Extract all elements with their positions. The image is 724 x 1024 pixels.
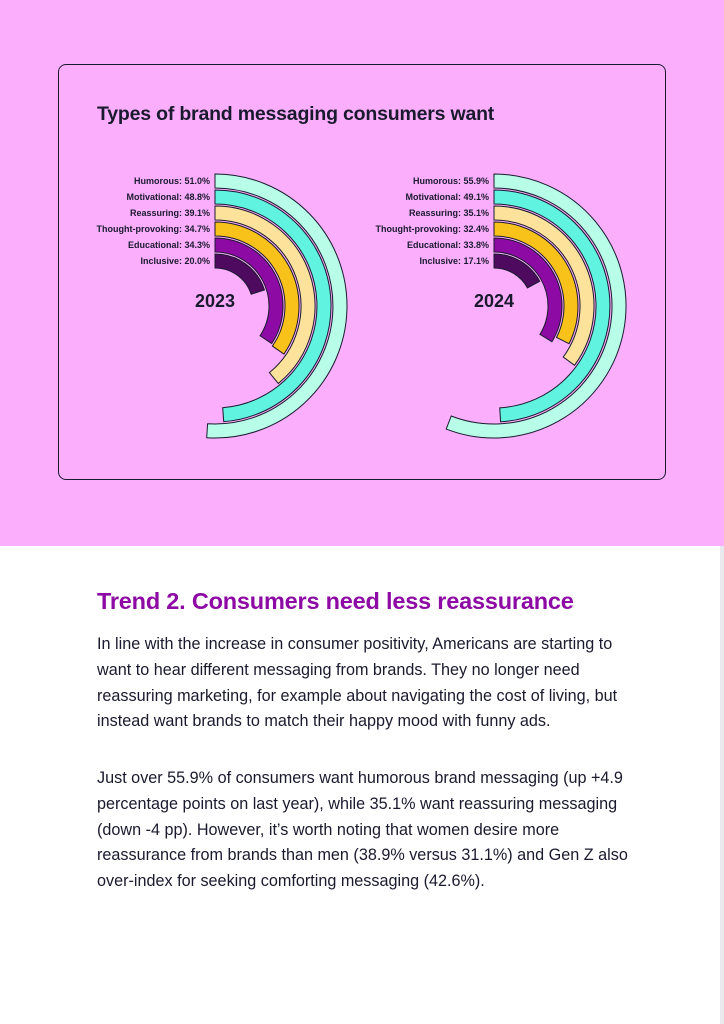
section-heading: Trend 2. Consumers need less reassurance (97, 588, 574, 614)
radial-bar-charts: Humorous: 51.0% Motivational: 48.8% Reassu… (97, 173, 627, 439)
bar-label-2023-educational: Educational: 34.3% (128, 240, 210, 250)
radial-bar-2024-humorous (445, 173, 627, 439)
chart-title: Types of brand messaging consumers want (97, 103, 495, 125)
body-paragraph-2: Just over 55.9% of consumers want humoro… (97, 769, 628, 891)
bar-label-2023-reassuring: Reassuring: 39.1% (130, 208, 210, 218)
chart-card: Types of brand messaging consumers want (58, 64, 666, 480)
radial-bar-2024-thought-provoking (493, 221, 579, 345)
bar-label-2023-inclusive: Inclusive: 20.0% (140, 256, 210, 266)
radial-bar-2024-motivational (493, 189, 611, 423)
radial-bar-2023-reassuring (214, 205, 316, 385)
radial-bar-2023-inclusive (214, 253, 266, 295)
bar-label-2024-humorous: Humorous: 55.9% (413, 176, 489, 186)
bar-label-2023-motivational: Motivational: 48.8% (126, 192, 210, 202)
bar-label-2024-thought-provoking: Thought-provoking: 32.4% (376, 224, 490, 234)
bar-label-2024-reassuring: Reassuring: 35.1% (409, 208, 489, 218)
radial-bar-2023-educational (214, 237, 284, 345)
radial-bar-2024-reassuring (493, 205, 595, 366)
bar-label-2024-inclusive: Inclusive: 17.1% (419, 256, 489, 266)
bar-label-2023-humorous: Humorous: 51.0% (134, 176, 210, 186)
page-edge-strip (720, 546, 724, 1024)
chart-year-label-2023: 2023 (195, 291, 235, 311)
bar-label-2024-motivational: Motivational: 49.1% (405, 192, 489, 202)
chart-year-label-2024: 2024 (474, 291, 514, 311)
bar-label-2023-thought-provoking: Thought-provoking: 34.7% (97, 224, 211, 234)
body-paragraph-1: In line with the increase in consumer po… (97, 635, 618, 731)
radial-bar-2024-inclusive (493, 253, 541, 289)
radial-bar-2023-thought-provoking (214, 221, 300, 355)
radial-bar-2023-motivational (214, 189, 332, 423)
radial-bar-2024-educational (493, 237, 563, 343)
bar-label-2024-educational: Educational: 33.8% (407, 240, 489, 250)
radial-bar-2023-humorous (206, 173, 348, 439)
